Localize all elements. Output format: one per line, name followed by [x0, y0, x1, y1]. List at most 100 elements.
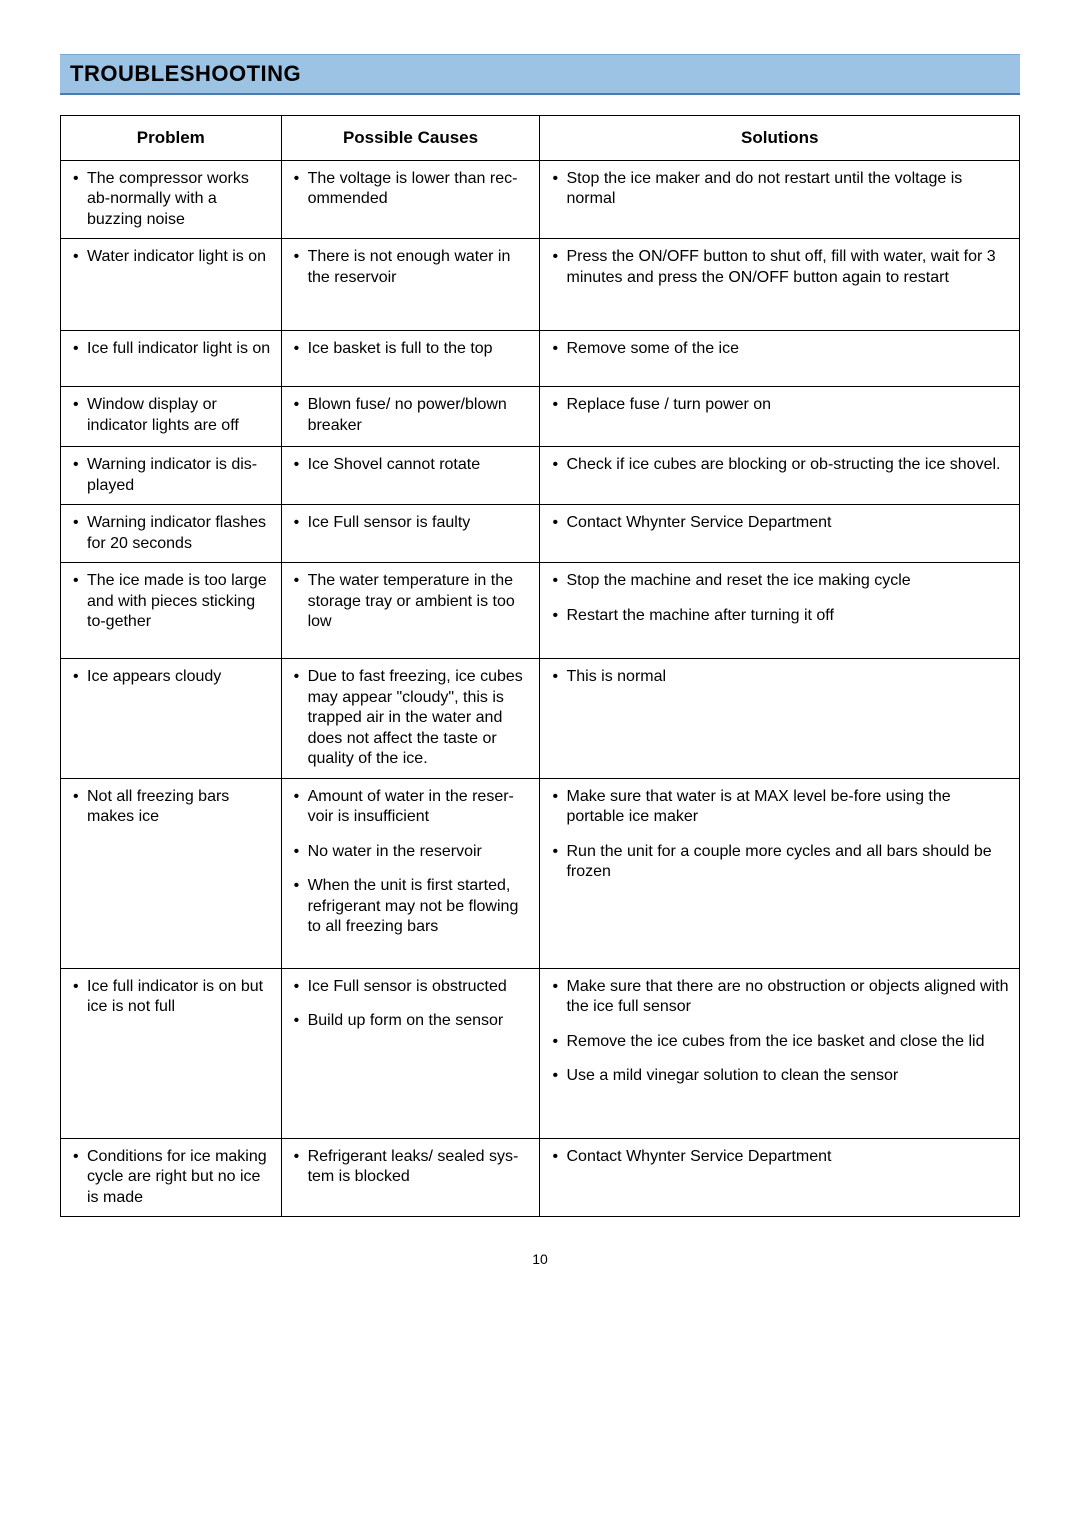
cell-list-item: Water indicator light is on [71, 247, 271, 267]
cell-list-item: Build up form on the sensor [292, 1011, 530, 1031]
cell-list: Refrigerant leaks/ sealed sys-tem is blo… [292, 1147, 530, 1188]
cell-list-item: Stop the machine and reset the ice makin… [550, 571, 1009, 591]
cell-list: Due to fast freezing, ice cubes may appe… [292, 667, 530, 769]
cell-problem: The ice made is too large and with piece… [61, 563, 282, 659]
cell-causes: Refrigerant leaks/ sealed sys-tem is blo… [281, 1138, 540, 1216]
cell-list-item: Replace fuse / turn power on [550, 395, 1009, 415]
section-title: TROUBLESHOOTING [60, 54, 1020, 95]
cell-list: The compressor works ab-normally with a … [71, 169, 271, 230]
cell-list: Ice appears cloudy [71, 667, 271, 687]
cell-list-item: Stop the ice maker and do not restart un… [550, 169, 1009, 210]
cell-list: Water indicator light is on [71, 247, 271, 267]
cell-causes: Ice basket is full to the top [281, 331, 540, 387]
cell-list-item: When the unit is first started, refriger… [292, 876, 530, 937]
col-header-causes: Possible Causes [281, 116, 540, 161]
table-row: Ice full indicator light is on Ice basket… [61, 331, 1020, 387]
table-row: Conditions for ice making cycle are righ… [61, 1138, 1020, 1216]
table-row: Warning indicator flashes for 20 seconds… [61, 505, 1020, 563]
cell-causes: There is not enough water in the reservo… [281, 239, 540, 331]
cell-list: Make sure that there are no obstruction … [550, 977, 1009, 1087]
cell-solutions: Stop the machine and reset the ice makin… [540, 563, 1020, 659]
cell-list: The water temperature in the storage tra… [292, 571, 530, 632]
table-row: Ice full indicator is on but ice is not … [61, 968, 1020, 1138]
cell-solutions: This is normal [540, 659, 1020, 778]
cell-solutions: Contact Whynter Service Department [540, 1138, 1020, 1216]
cell-list: Blown fuse/ no power/blown breaker [292, 395, 530, 436]
table-header-row: Problem Possible Causes Solutions [61, 116, 1020, 161]
cell-list-item: Press the ON/OFF button to shut off, fil… [550, 247, 1009, 288]
cell-list-item: Use a mild vinegar solution to clean the… [550, 1066, 1009, 1086]
cell-list-item: Ice appears cloudy [71, 667, 271, 687]
table-row: Not all freezing bars makes ice Amount of… [61, 778, 1020, 968]
cell-causes: Due to fast freezing, ice cubes may appe… [281, 659, 540, 778]
cell-list: Not all freezing bars makes ice [71, 787, 271, 828]
cell-list-item: There is not enough water in the reservo… [292, 247, 530, 288]
cell-list: Contact Whynter Service Department [550, 513, 1009, 533]
cell-list-item: Warning indicator flashes for 20 seconds [71, 513, 271, 554]
cell-solutions: Remove some of the ice [540, 331, 1020, 387]
cell-list-item: Ice Full sensor is faulty [292, 513, 530, 533]
cell-list-item: Ice basket is full to the top [292, 339, 530, 359]
cell-list-item: The compressor works ab-normally with a … [71, 169, 271, 230]
cell-list: This is normal [550, 667, 1009, 687]
cell-problem: Ice appears cloudy [61, 659, 282, 778]
cell-problem: Warning indicator flashes for 20 seconds [61, 505, 282, 563]
cell-list: Ice basket is full to the top [292, 339, 530, 359]
cell-list: Make sure that water is at MAX level be-… [550, 787, 1009, 883]
cell-list-item: Run the unit for a couple more cycles an… [550, 842, 1009, 883]
cell-causes: Ice Full sensor is faulty [281, 505, 540, 563]
cell-problem: Not all freezing bars makes ice [61, 778, 282, 968]
cell-list: Remove some of the ice [550, 339, 1009, 359]
cell-list: Stop the machine and reset the ice makin… [550, 571, 1009, 626]
cell-list: Conditions for ice making cycle are righ… [71, 1147, 271, 1208]
cell-list: Warning indicator flashes for 20 seconds [71, 513, 271, 554]
cell-solutions: Replace fuse / turn power on [540, 387, 1020, 447]
cell-list-item: Not all freezing bars makes ice [71, 787, 271, 828]
cell-list-item: The water temperature in the storage tra… [292, 571, 530, 632]
cell-list-item: Ice Full sensor is obstructed [292, 977, 530, 997]
cell-solutions: Make sure that water is at MAX level be-… [540, 778, 1020, 968]
page-number: 10 [60, 1251, 1020, 1267]
cell-list-item: Warning indicator is dis-played [71, 455, 271, 496]
cell-solutions: Check if ice cubes are blocking or ob-st… [540, 447, 1020, 505]
cell-problem: Window display or indicator lights are o… [61, 387, 282, 447]
cell-list: Ice full indicator light is on [71, 339, 271, 359]
cell-problem: Water indicator light is on [61, 239, 282, 331]
cell-list: Stop the ice maker and do not restart un… [550, 169, 1009, 210]
cell-list: Ice Full sensor is obstructed Build up fo… [292, 977, 530, 1032]
cell-problem: Ice full indicator is on but ice is not … [61, 968, 282, 1138]
cell-list: Window display or indicator lights are o… [71, 395, 271, 436]
cell-list-item: Make sure that water is at MAX level be-… [550, 787, 1009, 828]
troubleshooting-table: Problem Possible Causes Solutions The co… [60, 115, 1020, 1217]
cell-causes: The water temperature in the storage tra… [281, 563, 540, 659]
cell-list: Ice Full sensor is faulty [292, 513, 530, 533]
cell-list-item: This is normal [550, 667, 1009, 687]
cell-list: Replace fuse / turn power on [550, 395, 1009, 415]
cell-list: Check if ice cubes are blocking or ob-st… [550, 455, 1009, 475]
cell-list-item: Restart the machine after turning it off [550, 606, 1009, 626]
cell-list-item: Ice full indicator light is on [71, 339, 271, 359]
table-body: The compressor works ab-normally with a … [61, 161, 1020, 1217]
col-header-solutions: Solutions [540, 116, 1020, 161]
cell-list-item: Make sure that there are no obstruction … [550, 977, 1009, 1018]
table-row: The compressor works ab-normally with a … [61, 161, 1020, 239]
cell-list-item: Check if ice cubes are blocking or ob-st… [550, 455, 1009, 475]
cell-list-item: Amount of water in the reser-voir is ins… [292, 787, 530, 828]
cell-list-item: Remove the ice cubes from the ice basket… [550, 1032, 1009, 1052]
table-row: The ice made is too large and with piece… [61, 563, 1020, 659]
cell-list-item: Ice full indicator is on but ice is not … [71, 977, 271, 1018]
cell-causes: Blown fuse/ no power/blown breaker [281, 387, 540, 447]
cell-list: The voltage is lower than rec-ommended [292, 169, 530, 210]
cell-solutions: Contact Whynter Service Department [540, 505, 1020, 563]
cell-list-item: The ice made is too large and with piece… [71, 571, 271, 632]
cell-list: The ice made is too large and with piece… [71, 571, 271, 632]
cell-solutions: Press the ON/OFF button to shut off, fil… [540, 239, 1020, 331]
cell-solutions: Stop the ice maker and do not restart un… [540, 161, 1020, 239]
cell-list: Press the ON/OFF button to shut off, fil… [550, 247, 1009, 288]
table-row: Window display or indicator lights are o… [61, 387, 1020, 447]
cell-list: Ice Shovel cannot rotate [292, 455, 530, 475]
cell-problem: Ice full indicator light is on [61, 331, 282, 387]
cell-list-item: Ice Shovel cannot rotate [292, 455, 530, 475]
cell-list: Contact Whynter Service Department [550, 1147, 1009, 1167]
cell-list-item: Window display or indicator lights are o… [71, 395, 271, 436]
